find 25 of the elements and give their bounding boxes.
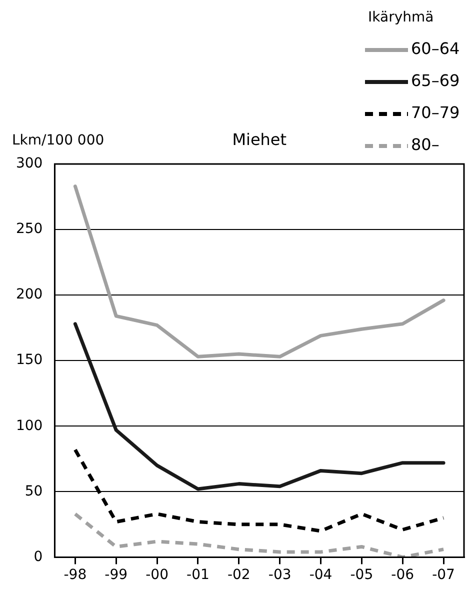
y-axis-title: Lkm/100 000 [12,132,104,149]
y-tick-label: 300 [16,156,43,172]
y-tick-label: 100 [16,418,43,434]
y-tick-label: 50 [24,483,43,500]
x-tick-label: -00 [146,567,168,584]
x-tick-label: -04 [309,567,332,584]
x-tick-label: -07 [432,567,455,584]
y-tick-label: 250 [16,221,43,238]
x-tick-label: -01 [186,567,210,584]
x-tick-label: -98 [64,567,87,584]
y-tick-label: 0 [34,548,43,565]
legend-label: 65–69 [411,71,460,90]
legend-label: 60–64 [411,39,460,58]
chart-title: Miehet [232,130,287,150]
legend-title: Ikäryhmä [368,10,434,26]
x-tick-label: -05 [350,567,374,584]
line-series [73,512,446,558]
x-tick-label: -02 [227,567,250,584]
y-tick-label: 150 [16,352,43,368]
x-tick-label: -99 [104,567,128,584]
x-tick-label: -06 [391,567,414,584]
x-tick-label: -03 [268,567,292,584]
y-tick-label: 200 [16,286,43,303]
legend-label: 70–79 [411,103,460,122]
legend-label: 80– [411,135,440,154]
